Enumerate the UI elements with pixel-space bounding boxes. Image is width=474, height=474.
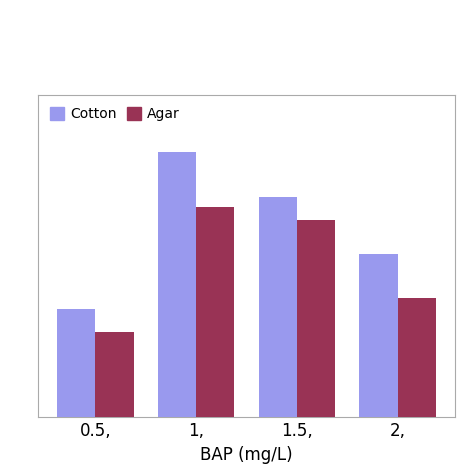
- Bar: [196, 207, 234, 417]
- Bar: [259, 197, 297, 417]
- Bar: [398, 298, 436, 417]
- Bar: [95, 332, 134, 417]
- Legend: Cotton, Agar: Cotton, Agar: [45, 102, 185, 127]
- X-axis label: BAP (mg/L): BAP (mg/L): [200, 446, 293, 464]
- Bar: [57, 309, 95, 417]
- Bar: [297, 220, 335, 417]
- Bar: [158, 153, 196, 417]
- Bar: [359, 254, 398, 417]
